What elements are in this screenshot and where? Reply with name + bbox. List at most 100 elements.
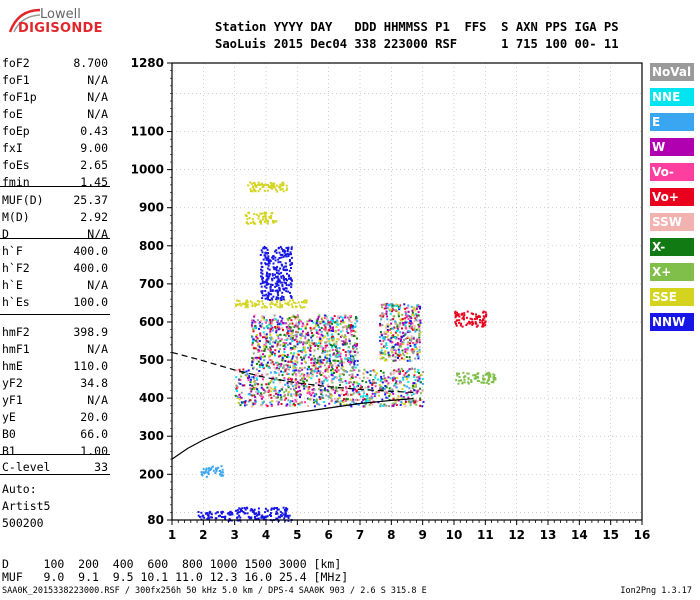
- echo-point: [285, 278, 287, 280]
- echo-point: [362, 373, 365, 376]
- param-row: B1 1.00: [2, 444, 108, 459]
- echo-point: [466, 322, 469, 325]
- echo-point: [375, 382, 378, 385]
- echo-point: [410, 327, 413, 330]
- echo-point: [254, 184, 257, 187]
- echo-point: [284, 253, 287, 256]
- echo-point: [234, 304, 237, 307]
- echo-point: [379, 385, 382, 388]
- x-tick-label: 14: [571, 528, 588, 542]
- echo-point: [338, 362, 341, 365]
- x-tick-label: 8: [387, 528, 395, 542]
- echo-point: [330, 369, 332, 372]
- echo-point: [290, 359, 292, 362]
- echo-point: [283, 281, 286, 284]
- echo-point: [396, 353, 399, 356]
- echo-point: [488, 378, 491, 381]
- echo-point: [336, 338, 339, 340]
- echo-point: [286, 514, 289, 517]
- echo-point: [358, 398, 360, 401]
- echo-point: [278, 322, 281, 325]
- echo-point: [265, 339, 268, 342]
- echo-point: [260, 275, 263, 278]
- echo-point: [362, 394, 365, 397]
- echo-point: [394, 378, 396, 381]
- echo-point: [318, 378, 321, 381]
- echo-point: [307, 373, 310, 376]
- echo-point: [286, 364, 289, 367]
- echo-point: [239, 404, 242, 407]
- echo-point: [236, 516, 239, 519]
- echo-point: [286, 249, 289, 252]
- echo-point: [287, 330, 290, 333]
- echo-point: [417, 314, 420, 317]
- echo-point: [282, 298, 285, 301]
- echo-point: [391, 305, 394, 308]
- echo-point: [278, 365, 281, 368]
- echo-point: [355, 315, 358, 318]
- echo-point: [381, 404, 384, 407]
- echo-point: [219, 469, 221, 472]
- echo-point: [397, 311, 400, 314]
- echo-point: [324, 387, 326, 390]
- echo-point: [289, 404, 292, 406]
- echo-point: [485, 315, 487, 318]
- echo-point: [410, 339, 413, 342]
- echo-point: [382, 303, 385, 306]
- echo-point: [311, 371, 314, 374]
- echo-point: [354, 335, 357, 338]
- echo-point: [270, 302, 273, 305]
- echo-point: [272, 295, 275, 298]
- echo-point: [391, 388, 394, 391]
- echo-point: [272, 186, 275, 189]
- echo-point: [354, 319, 357, 321]
- echo-point: [297, 372, 300, 375]
- echo-point: [342, 340, 345, 343]
- echo-point: [266, 248, 269, 251]
- echo-point: [275, 378, 278, 381]
- echo-point: [385, 326, 388, 329]
- echo-point: [418, 339, 421, 341]
- echo-point: [384, 390, 387, 393]
- echo-point: [276, 265, 279, 268]
- echo-point: [229, 511, 232, 513]
- echo-point: [378, 384, 381, 386]
- echo-point: [352, 366, 355, 369]
- echo-point: [323, 364, 326, 367]
- echo-point: [289, 360, 292, 363]
- echo-point: [269, 349, 272, 352]
- echo-point: [277, 328, 280, 331]
- echo-point: [271, 185, 273, 188]
- echo-point: [246, 306, 249, 309]
- echo-point: [378, 394, 380, 397]
- echo-point: [279, 514, 282, 517]
- echo-point: [410, 326, 413, 329]
- echo-point: [275, 510, 278, 513]
- param-label: Artist5: [2, 499, 51, 513]
- y-tick-label: 200: [139, 467, 164, 481]
- echo-point: [353, 360, 356, 363]
- echo-point: [485, 314, 487, 317]
- echo-point: [278, 334, 281, 336]
- echo-point: [265, 321, 268, 324]
- echo-point: [301, 373, 304, 376]
- echo-point: [276, 517, 279, 520]
- echo-point: [288, 364, 291, 367]
- echo-point: [399, 345, 402, 348]
- echo-point: [269, 288, 272, 291]
- echo-point: [317, 317, 319, 320]
- echo-point: [333, 391, 336, 394]
- echo-point: [282, 328, 284, 331]
- echo-point: [392, 405, 395, 407]
- echo-point: [319, 389, 322, 392]
- echo-point: [263, 327, 265, 330]
- echo-point: [278, 306, 281, 309]
- echo-point: [264, 280, 267, 283]
- echo-point: [317, 324, 320, 327]
- echo-point: [316, 371, 319, 374]
- echo-point: [354, 322, 357, 325]
- echo-point: [261, 186, 264, 189]
- echo-point: [329, 344, 332, 346]
- echo-point: [381, 306, 383, 309]
- echo-point: [334, 330, 337, 333]
